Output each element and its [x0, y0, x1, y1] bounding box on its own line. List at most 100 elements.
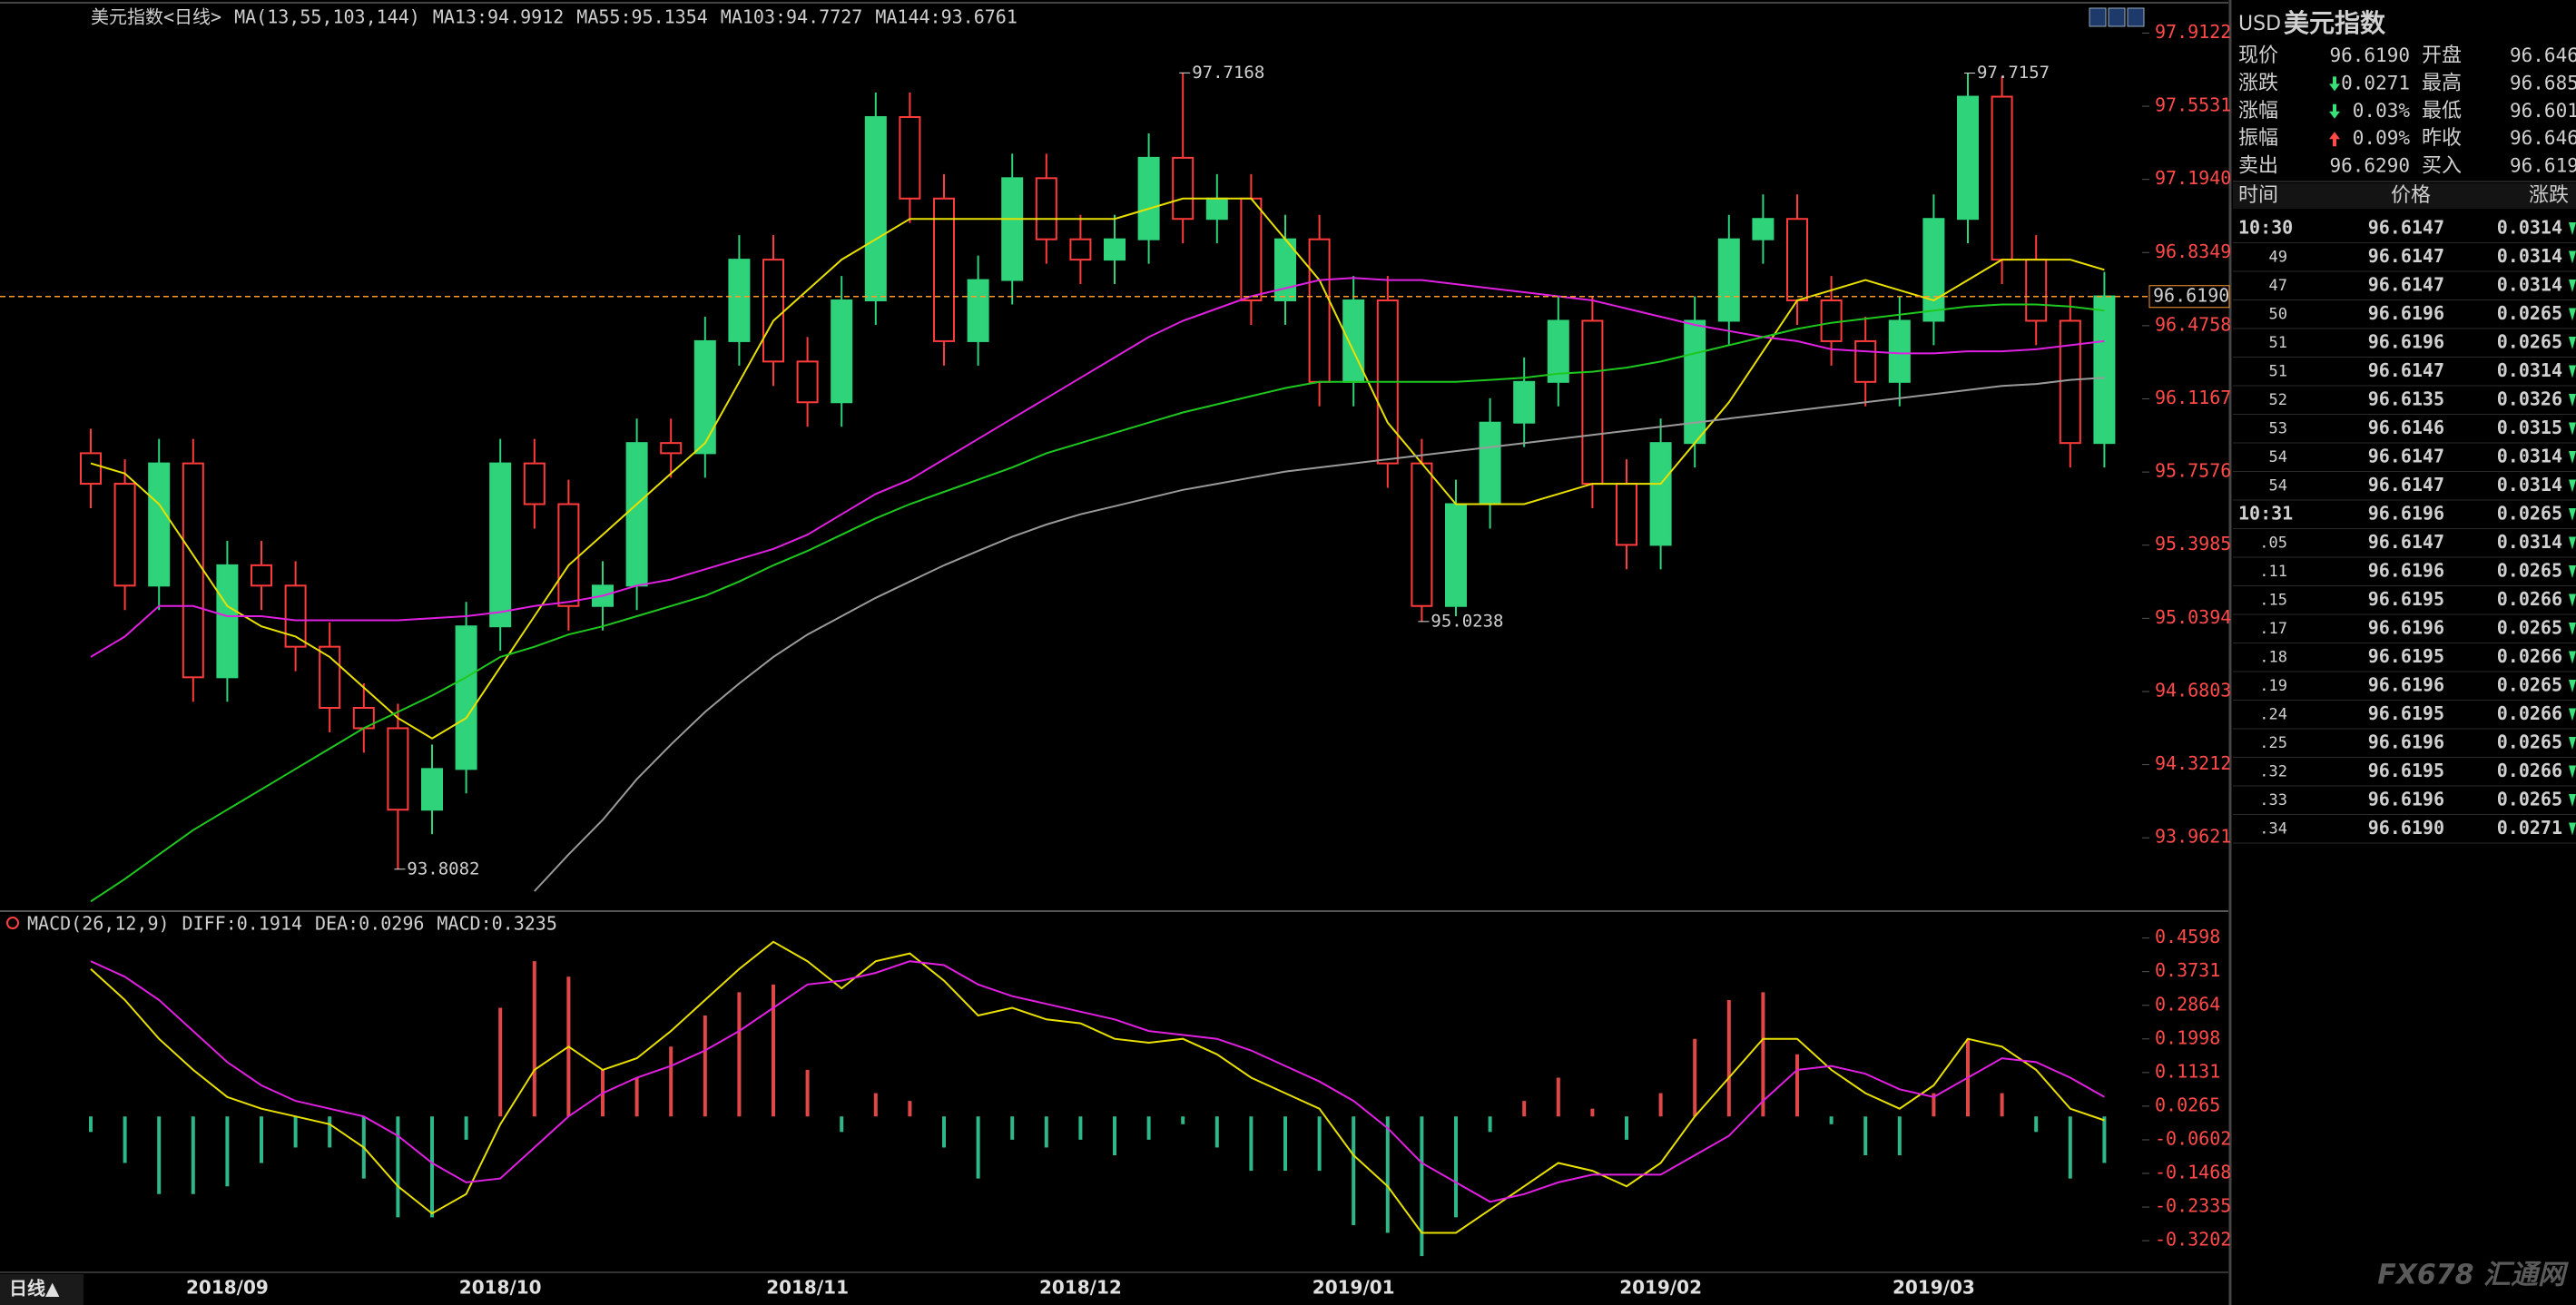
candle-body — [728, 259, 751, 342]
tick-price: 96.6190 — [2368, 817, 2444, 839]
y-tick-label: 0.2864 — [2155, 993, 2220, 1015]
tick-price: 96.6147 — [2368, 217, 2444, 239]
period-box[interactable] — [0, 1274, 84, 1305]
trend-arrow — [2569, 737, 2576, 750]
quote-value: 96.6461 — [2510, 127, 2576, 149]
tick-change: 0.0314 — [2497, 446, 2562, 467]
tick-time: .19 — [2259, 677, 2287, 695]
tick-price: 96.6196 — [2368, 789, 2444, 810]
y-tick-label: 95.0394 — [2155, 606, 2231, 628]
trend-arrow — [2569, 623, 2576, 635]
candle-body — [1479, 421, 1501, 505]
tick-time: 49 — [2269, 249, 2287, 267]
candle-body — [762, 259, 784, 363]
trend-arrow — [2569, 394, 2576, 407]
last-price-label: 96.6190 — [2153, 284, 2229, 306]
candle-body — [1308, 238, 1331, 383]
candle-body — [899, 115, 921, 200]
trend-arrow — [2569, 451, 2576, 464]
quote-label: 涨跌 — [2238, 72, 2278, 94]
x-tick-label: 2018/11 — [766, 1277, 849, 1299]
y-tick-label: 94.3212 — [2155, 752, 2231, 774]
y-tick-label: 94.6803 — [2155, 679, 2231, 701]
candle-body — [967, 279, 989, 342]
tick-change: 0.0265 — [2497, 731, 2562, 753]
tick-price: 96.6196 — [2368, 731, 2444, 753]
quote-value: 96.6190 — [2510, 155, 2576, 177]
tick-time: 54 — [2269, 477, 2287, 496]
last-price-box — [2148, 285, 2230, 309]
tick-time: .17 — [2259, 620, 2287, 638]
extreme-label: 93.8082 — [407, 859, 479, 878]
tick-price: 96.6147 — [2368, 245, 2444, 267]
extreme-label: 95.0238 — [1431, 611, 1503, 631]
legend-entry: DIFF:0.1914 — [182, 913, 302, 935]
y-tick-label: -0.2335 — [2155, 1195, 2231, 1217]
trend-arrow — [2569, 794, 2576, 807]
tick-change: 0.0271 — [2497, 817, 2562, 839]
quote-name: 美元指数 — [2284, 8, 2386, 38]
tick-price: 96.6196 — [2368, 503, 2444, 525]
tick-time: .24 — [2259, 706, 2287, 724]
tick-price: 96.6196 — [2368, 560, 2444, 582]
tick-price: 96.6195 — [2368, 702, 2444, 724]
tick-price: 96.6196 — [2368, 674, 2444, 696]
quote-label: 买入 — [2422, 155, 2462, 178]
tick-price: 96.6135 — [2368, 388, 2444, 410]
trend-arrow — [2569, 280, 2576, 292]
trend-arrow — [2569, 222, 2576, 235]
candle-body — [1411, 462, 1433, 607]
macd-line — [90, 960, 2105, 1203]
trend-arrow — [2569, 250, 2576, 264]
quote-label: 卖出 — [2238, 155, 2278, 178]
tick-time: 50 — [2269, 306, 2287, 324]
table-header: 涨跌 — [2529, 184, 2569, 207]
tick-price: 96.6147 — [2368, 274, 2444, 296]
table-header-bg — [2233, 183, 2576, 209]
candle-body — [557, 503, 580, 607]
candle-body — [1717, 238, 1740, 322]
tick-price: 96.6147 — [2368, 531, 2444, 553]
trend-arrow — [2569, 765, 2576, 779]
tick-price: 96.6196 — [2368, 331, 2444, 353]
macd-line — [90, 940, 2105, 1234]
y-tick-label: 0.1998 — [2155, 1026, 2220, 1048]
candle-body — [80, 452, 102, 486]
tick-time: .18 — [2259, 649, 2287, 667]
toolbar-button[interactable] — [2089, 7, 2107, 27]
y-tick-label: 95.3985 — [2155, 533, 2231, 554]
candle-body — [1581, 319, 1604, 486]
candle-body — [113, 483, 136, 587]
candle-body — [1205, 197, 1228, 221]
candle-body — [1240, 197, 1263, 302]
candle-body — [1922, 218, 1945, 322]
tick-change: 0.0266 — [2497, 645, 2562, 667]
period-label[interactable]: 日线▲ — [9, 1278, 60, 1300]
toolbar-button[interactable] — [2108, 7, 2126, 27]
candle-body — [251, 564, 272, 587]
quote-value: 0.03% — [2353, 100, 2411, 122]
y-tick-label: 0.0265 — [2155, 1094, 2220, 1115]
tick-change: 0.0314 — [2497, 531, 2562, 553]
toolbar[interactable] — [2089, 7, 2145, 27]
tick-time: 47 — [2269, 277, 2287, 295]
trend-arrow — [2569, 365, 2576, 378]
candle-body — [1684, 319, 1706, 445]
candle-body — [1513, 380, 1536, 424]
candle-body — [1616, 483, 1637, 546]
trend-arrow — [2569, 680, 2576, 692]
trend-arrow — [2569, 565, 2576, 578]
tick-price: 96.6147 — [2368, 474, 2444, 496]
quote-label: 涨幅 — [2238, 100, 2278, 123]
candle-body — [1854, 339, 1877, 383]
x-tick-label: 2019/01 — [1313, 1277, 1395, 1299]
toolbar-button[interactable] — [2127, 7, 2145, 27]
tick-change: 0.0314 — [2497, 274, 2562, 296]
trend-arrow — [2569, 308, 2576, 321]
y-tick-label: 97.9122 — [2155, 21, 2231, 43]
trend-arrow — [2569, 708, 2576, 721]
tick-time: .25 — [2259, 734, 2287, 752]
candle-body — [1445, 503, 1467, 607]
tick-time: .15 — [2259, 592, 2287, 610]
indicator-icon[interactable] — [6, 917, 19, 929]
